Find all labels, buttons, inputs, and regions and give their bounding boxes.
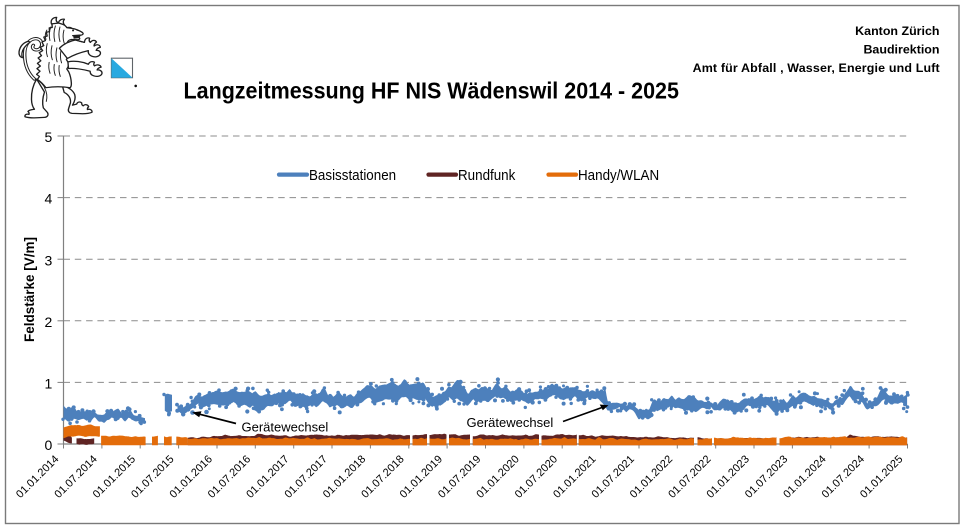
svg-text:Rundfunk: Rundfunk xyxy=(458,167,516,184)
svg-text:5: 5 xyxy=(45,129,53,145)
svg-text:3: 3 xyxy=(45,252,53,268)
svg-text:Gerätewechsel: Gerätewechsel xyxy=(242,419,329,434)
svg-text:Amt für Abfall , Wasser, Energ: Amt für Abfall , Wasser, Energie und Luf… xyxy=(693,61,940,74)
svg-text:Baudirektion: Baudirektion xyxy=(863,43,939,56)
svg-text:Gerätewechsel: Gerätewechsel xyxy=(467,415,554,430)
svg-text:1: 1 xyxy=(45,376,53,392)
svg-text:Langzeitmessung HF NIS Wädensw: Langzeitmessung HF NIS Wädenswil 2014 - … xyxy=(184,78,679,104)
svg-text:4: 4 xyxy=(45,191,53,207)
svg-text:Handy/WLAN: Handy/WLAN xyxy=(578,167,659,184)
svg-text:0: 0 xyxy=(45,437,53,453)
svg-text:Feldstärke [V/m]: Feldstärke [V/m] xyxy=(22,237,37,342)
svg-text:2: 2 xyxy=(45,314,53,330)
svg-text:Kanton Zürich: Kanton Zürich xyxy=(855,24,939,37)
svg-text:Basisstationen: Basisstationen xyxy=(309,167,396,184)
